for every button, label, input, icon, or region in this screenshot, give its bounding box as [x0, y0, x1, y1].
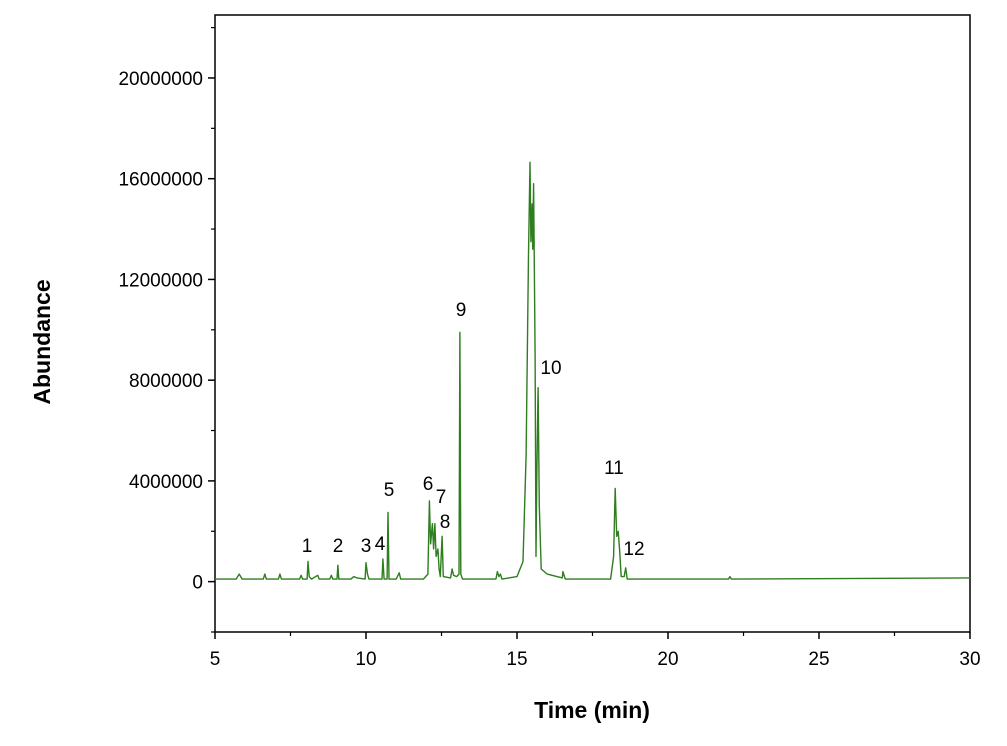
x-tick-label: 30: [959, 649, 980, 670]
y-tick-label: 12000000: [118, 270, 203, 291]
peak-label: 9: [456, 300, 467, 321]
y-axis-title: Abundance: [29, 279, 55, 404]
peak-label: 5: [384, 480, 395, 501]
y-tick-label: 0: [192, 573, 203, 594]
peak-label: 6: [423, 474, 434, 495]
peak-label: 4: [375, 534, 386, 555]
x-tick-label: 25: [808, 649, 829, 670]
chromatogram-line: [215, 161, 971, 580]
x-tick-label: 5: [210, 649, 221, 670]
y-tick-label: 8000000: [129, 371, 203, 392]
peak-label: 12: [623, 539, 644, 560]
plot-frame: [214, 14, 971, 633]
x-tick-label: 15: [506, 649, 527, 670]
y-tick-label: 20000000: [118, 69, 203, 90]
x-axis: 5 10 15 20 25 30: [210, 632, 981, 670]
x-axis-title: Time (min): [534, 697, 650, 723]
peak-label: 10: [540, 358, 561, 379]
y-axis: 0 4000000 8000000 12000000 16000000 20000000: [118, 26, 215, 633]
peak-label: 11: [604, 458, 624, 479]
y-tick-label: 4000000: [129, 472, 203, 493]
x-tick-label: 20: [657, 649, 678, 670]
peak-label: 8: [440, 512, 451, 533]
y-tick-label: 16000000: [118, 170, 203, 191]
peak-label: 7: [436, 487, 447, 508]
x-tick-label: 10: [355, 649, 376, 670]
peak-label: 3: [361, 536, 372, 557]
peak-label: 1: [302, 536, 313, 557]
peak-label: 2: [333, 536, 344, 557]
